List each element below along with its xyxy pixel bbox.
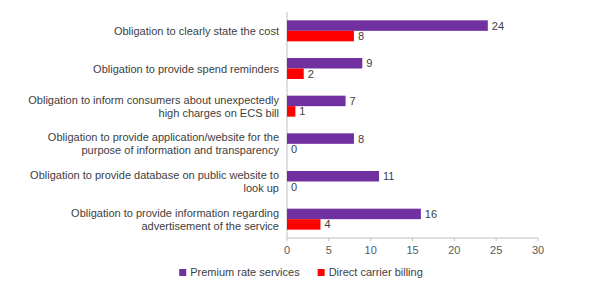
data-label: 4	[324, 218, 330, 230]
data-label: 16	[425, 208, 437, 220]
category-label-line: Obligation to inform consumers about une…	[28, 94, 279, 106]
chart-svg: 051015202530Obligation to clearly state …	[0, 0, 602, 296]
value-axis-line	[287, 238, 538, 239]
chart-container: 051015202530Obligation to clearly state …	[0, 0, 602, 296]
bar	[287, 219, 320, 230]
bar	[287, 209, 421, 220]
bar	[287, 31, 354, 42]
tick-label: 30	[532, 244, 544, 256]
data-label: 1	[299, 105, 305, 117]
data-label: 0	[291, 143, 297, 155]
legend: Premium rate services Direct carrier bill…	[179, 266, 423, 278]
bar	[287, 69, 304, 80]
bar	[287, 144, 288, 155]
legend-label: Direct carrier billing	[329, 266, 423, 278]
tick-label: 10	[365, 244, 377, 256]
category-label: Obligation to clearly state the cost	[114, 25, 279, 37]
legend-label: Premium rate services	[190, 266, 300, 278]
legend-swatch	[179, 269, 186, 276]
tick-label: 5	[326, 244, 332, 256]
category-label-line: Obligation to provide database on public…	[30, 169, 279, 181]
category-label: Obligation to provide information regard…	[71, 207, 279, 232]
category-label: Obligation to inform consumers about une…	[28, 94, 279, 119]
category-label: Obligation to provide spend reminders	[93, 63, 279, 75]
data-label: 11	[383, 170, 394, 182]
data-label: 7	[350, 95, 356, 107]
data-label: 8	[358, 30, 364, 42]
bar	[287, 182, 288, 193]
category-label-line: purpose of information and transparency	[81, 144, 279, 156]
legend-swatch	[318, 269, 325, 276]
data-label: 0	[291, 181, 297, 193]
tick-label: 0	[284, 244, 290, 256]
data-label: 24	[492, 20, 504, 32]
data-labels: 24 9 7 8 11 16 8 2 1 0 0 4	[291, 20, 504, 231]
bar	[287, 20, 488, 31]
data-label: 2	[308, 68, 314, 80]
data-label: 9	[366, 57, 372, 69]
category-label-line: look up	[244, 182, 279, 194]
tick-label: 20	[448, 244, 460, 256]
bar	[287, 96, 346, 107]
bars	[287, 20, 488, 229]
category-label-line: Obligation to provide application/websit…	[48, 131, 279, 143]
category-label-line: Obligation to provide information regard…	[71, 207, 279, 219]
bar	[287, 106, 295, 117]
tick-label: 25	[490, 244, 502, 256]
data-label: 8	[358, 133, 364, 145]
category-label: Obligation to provide database on public…	[30, 169, 279, 194]
category-label-line: Obligation to clearly state the cost	[114, 25, 279, 37]
tick-label: 15	[406, 244, 418, 256]
category-label-line: advertisement of the service	[141, 220, 279, 232]
category-label: Obligation to provide application/websit…	[48, 131, 280, 156]
category-label-line: Obligation to provide spend reminders	[93, 63, 279, 75]
category-axis-line	[287, 12, 288, 238]
bar	[287, 171, 379, 182]
category-label-line: high charges on ECS bill	[159, 107, 279, 119]
bar	[287, 58, 362, 69]
